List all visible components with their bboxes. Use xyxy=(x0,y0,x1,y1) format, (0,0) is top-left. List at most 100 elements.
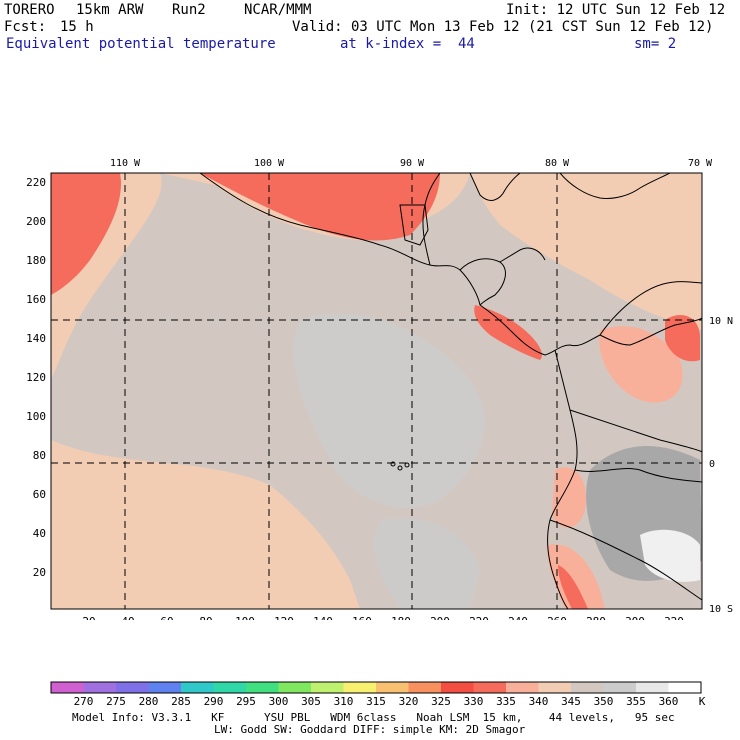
y-tick-label: 140 xyxy=(26,332,46,345)
colorbar-label: 270 xyxy=(74,695,94,708)
light-region-east xyxy=(470,173,702,330)
colorbar-swatch xyxy=(343,682,377,693)
y-tick-label: 120 xyxy=(26,371,46,384)
colorbar-swatch xyxy=(571,682,604,693)
colorbar-swatch xyxy=(278,682,312,693)
map-figure: 20 40 60 80 100 120 140 160 180 200 220 … xyxy=(26,158,733,620)
colorbar-unit: K xyxy=(699,695,706,708)
field-name: Equivalent potential temperature xyxy=(6,36,276,52)
colorbar-swatch xyxy=(181,682,214,693)
level-info: at k-index = 44 xyxy=(340,36,475,52)
colorbar-label: 310 xyxy=(334,695,354,708)
hot-region-peru-coast xyxy=(558,565,588,609)
colorbar-frame xyxy=(50,681,702,694)
lon-label: 80 W xyxy=(545,158,570,169)
colorbar-label: 330 xyxy=(464,695,484,708)
graticule xyxy=(51,173,702,609)
x-tick-label: 240 xyxy=(508,615,528,620)
x-tick-label: 320 xyxy=(664,615,684,620)
colorbar-swatch xyxy=(376,682,409,693)
x-tick-label: 200 xyxy=(430,615,450,620)
colorbar-label: 295 xyxy=(236,695,256,708)
colorbar-labels: 270 275 280 285 290 295 300 305 310 315 320 325 330 3… xyxy=(74,695,679,708)
x-tick-label: 160 xyxy=(352,615,372,620)
y-tick-label: 20 xyxy=(33,566,46,579)
y-tick-label: 200 xyxy=(26,215,46,228)
y-tick-label: 160 xyxy=(26,293,46,306)
colorbar-swatch xyxy=(668,682,702,693)
colorbar-swatch xyxy=(441,682,474,693)
latitude-labels: 10 N 0 10 S xyxy=(709,316,733,615)
colorbar-swatch xyxy=(311,682,344,693)
longitude-labels: 110 W 100 W 90 W 80 W 70 W xyxy=(110,158,713,169)
lat-label: 0 xyxy=(709,459,715,470)
x-tick-label: 280 xyxy=(586,615,606,620)
x-tick-label: 60 xyxy=(160,615,173,620)
colorbar-swatch xyxy=(636,682,669,693)
x-tick-label: 100 xyxy=(235,615,255,620)
colorbar-swatch xyxy=(148,682,182,693)
colorbar-label: 350 xyxy=(594,695,614,708)
y-tick-label: 100 xyxy=(26,410,46,423)
x-tick-label: 220 xyxy=(469,615,489,620)
colorbar-label: 275 xyxy=(106,695,126,708)
colorbar-label: 285 xyxy=(171,695,191,708)
colorbar-label: 345 xyxy=(561,695,581,708)
colorbar-label: 325 xyxy=(431,695,451,708)
hot-region-northwest xyxy=(51,173,121,295)
colorbar: 270 275 280 285 290 295 300 305 310 315 320 325 330 3… xyxy=(50,681,706,708)
model-info-line2: LW: Godd SW: Goddard DIFF: simple KM: 2D… xyxy=(214,723,526,736)
colorbar-label: 320 xyxy=(399,695,419,708)
y-tick-label: 220 xyxy=(26,176,46,189)
model-info-line1: Model Info: V3.3.1 KF YSU PBL WDM 6class… xyxy=(72,711,675,724)
colorbar-swatch xyxy=(213,682,247,693)
run-name: Run2 xyxy=(172,2,206,18)
light-region-south xyxy=(51,440,360,609)
warm-region-colombia xyxy=(599,326,683,403)
lat-label: 10 N xyxy=(709,316,733,327)
x-tick-label: 260 xyxy=(547,615,567,620)
hot-region-east xyxy=(665,315,700,362)
colorbar-label: 300 xyxy=(269,695,289,708)
warm-region-ecuador xyxy=(552,467,586,528)
organization: NCAR/MMM xyxy=(244,2,312,18)
warm-region-peru xyxy=(547,544,605,609)
lon-label: 90 W xyxy=(400,158,425,169)
x-tick-label: 40 xyxy=(121,615,134,620)
x-tick-label: 120 xyxy=(274,615,294,620)
y-tick-label: 60 xyxy=(33,488,46,501)
coastlines xyxy=(199,173,702,609)
colorbar-swatches xyxy=(51,682,702,693)
colorbar-label: 340 xyxy=(529,695,549,708)
model-name: TORERO xyxy=(4,2,55,18)
lon-label: 100 W xyxy=(254,158,285,169)
grey-region-southwest xyxy=(373,517,480,609)
colorbar-swatch xyxy=(506,682,539,693)
x-tick-label: 140 xyxy=(313,615,333,620)
hot-region-mexico xyxy=(200,173,440,241)
colorbar-label: 280 xyxy=(139,695,159,708)
lon-label: 110 W xyxy=(110,158,141,169)
grey-region-ocean xyxy=(293,313,485,508)
x-axis: 20 40 60 80 100 120 140 160 180 200 220 … xyxy=(82,615,684,620)
colorbar-swatch xyxy=(83,682,117,693)
colorbar-swatch xyxy=(603,682,637,693)
hot-region-central-america xyxy=(474,305,542,360)
colorbar-swatch xyxy=(116,682,149,693)
y-tick-label: 40 xyxy=(33,527,46,540)
colorbar-label: 305 xyxy=(301,695,321,708)
colorbar-label: 315 xyxy=(366,695,386,708)
smoothing-info: sm= 2 xyxy=(634,36,677,52)
y-axis: 20 40 60 80 100 120 140 160 180 200 220 xyxy=(26,176,46,579)
resolution: 15km ARW xyxy=(76,2,144,18)
x-tick-label: 20 xyxy=(82,615,95,620)
colorbar-swatch xyxy=(408,682,442,693)
lon-label: 70 W xyxy=(688,158,713,169)
y-tick-label: 180 xyxy=(26,254,46,267)
colorbar-label: 290 xyxy=(204,695,224,708)
colorbar-swatch xyxy=(538,682,572,693)
forecast-hour: 15 h xyxy=(60,19,94,35)
lat-label: 10 S xyxy=(709,604,733,615)
forecast-label: Fcst: xyxy=(4,19,47,35)
x-tick-label: 300 xyxy=(625,615,645,620)
